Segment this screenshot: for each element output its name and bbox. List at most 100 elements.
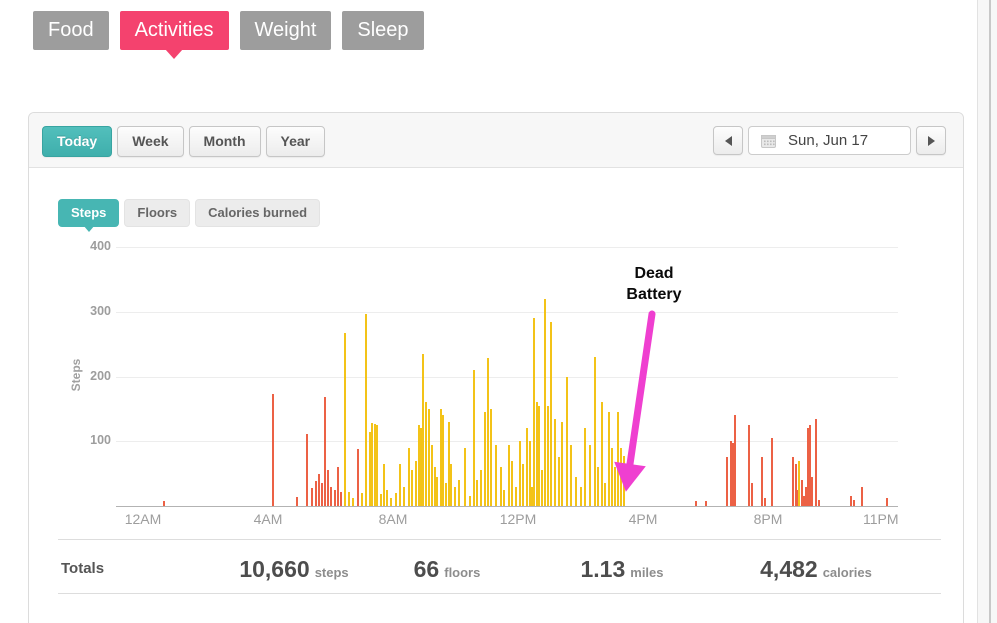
chart-bar (731, 442, 734, 506)
chart-bar (885, 498, 888, 506)
chart-bar (579, 486, 582, 506)
chart-bar (314, 481, 317, 506)
chart-bar (809, 425, 812, 506)
steps-bar-plot[interactable] (116, 253, 898, 506)
y-tick-label: 400 (90, 239, 111, 254)
chart-bar (525, 428, 528, 506)
chart-gridline (116, 376, 898, 378)
chart-bar (593, 357, 596, 506)
chart-bar (433, 467, 436, 506)
range-tab-year[interactable]: Year (265, 126, 326, 157)
chart-bar (815, 418, 818, 506)
chart-bar (487, 358, 489, 506)
nav-tab-activities-label: Activities (134, 19, 214, 41)
x-tick-label: 8AM (378, 511, 408, 527)
chart-bar (447, 421, 450, 506)
chart-bar (357, 449, 359, 506)
chart-bar (352, 498, 354, 506)
chart-bar (476, 480, 479, 506)
chart-bar (340, 491, 343, 506)
chart-bar (330, 486, 333, 506)
chart-bar (383, 463, 386, 506)
chart-bar (584, 428, 587, 506)
chart-bar (379, 494, 382, 506)
chart-bar (540, 470, 543, 506)
chart-bar (807, 428, 809, 506)
metric-tab-floors[interactable]: Floors (124, 199, 191, 227)
nav-tab-food[interactable]: Food (33, 11, 109, 50)
chart-bar (610, 447, 613, 506)
chart-bar (368, 431, 371, 506)
total-calories: 4,482 calories (760, 556, 872, 583)
range-tab-today[interactable]: Today (42, 126, 113, 157)
nav-tab-weight[interactable]: Weight (239, 11, 332, 50)
chart-bar (386, 489, 389, 506)
chart-bar (574, 476, 577, 506)
chart-bar (371, 423, 374, 506)
chart-bar (570, 444, 573, 506)
chart-bar (747, 425, 750, 506)
nav-tab-sleep[interactable]: Sleep (342, 11, 424, 50)
chart-bar (425, 402, 428, 506)
x-tick-label: 8PM (753, 511, 783, 527)
chart-bar (588, 444, 591, 506)
chart-bar (499, 467, 502, 506)
metric-tab-steps[interactable]: Steps (58, 199, 120, 232)
chart-bar (852, 499, 855, 506)
chevron-left-icon (724, 135, 732, 146)
chart-bar (729, 441, 732, 506)
total-steps-value: 10,660 (239, 556, 310, 582)
chart-bar (272, 394, 274, 506)
chart-bar (317, 473, 320, 506)
range-tab-month[interactable]: Month (188, 126, 261, 157)
metric-tab-steps-label: Steps (71, 205, 107, 220)
totals-top-divider (58, 539, 941, 540)
totals-bottom-divider (58, 593, 941, 594)
nav-tab-activities[interactable]: Activities (119, 11, 229, 59)
chart-bar (803, 496, 806, 506)
panel-toolbar: Today Week Month Year (29, 113, 963, 168)
chart-bar (751, 483, 754, 506)
calendar-icon (761, 134, 776, 148)
chart-bar (436, 476, 439, 506)
chart-bar (798, 460, 801, 506)
date-picker-field[interactable]: Sun, Jun 17 (748, 126, 911, 155)
chart-bar (402, 486, 405, 506)
chart-bar (445, 483, 448, 506)
range-tab-week[interactable]: Week (117, 126, 184, 157)
x-tick-label: 4AM (253, 511, 283, 527)
chart-bar (566, 376, 569, 506)
chart-bar (613, 467, 616, 506)
active-tab-pointer-icon (165, 49, 184, 59)
chart-bar (463, 447, 466, 506)
chart-bar (561, 421, 564, 506)
chart-gridline (116, 311, 898, 313)
prev-day-button[interactable] (713, 126, 743, 155)
x-axis-line (116, 506, 898, 507)
chart-bar (306, 434, 309, 506)
metric-tab-calories[interactable]: Calories burned (195, 199, 321, 227)
chart-bar (320, 483, 323, 506)
chart-bar (333, 489, 336, 506)
chart-bar (407, 447, 410, 506)
chart-bar (502, 489, 505, 506)
total-miles-unit: miles (630, 565, 664, 580)
chart-bar (395, 493, 398, 506)
next-day-button[interactable] (916, 126, 946, 155)
annotation-line-1: Dead (634, 265, 674, 282)
x-tick-label: 12AM (124, 511, 162, 527)
totals-label: Totals (61, 560, 105, 577)
chart-bar (417, 425, 420, 506)
chart-bar (620, 447, 623, 506)
selected-date-label: Sun, Jun 17 (788, 132, 869, 149)
chart-bar (450, 463, 453, 506)
chart-bar (623, 455, 626, 506)
window-edge-rule (977, 0, 978, 623)
chart-bar (695, 500, 698, 506)
chart-bar (439, 408, 442, 506)
chart-bar (817, 499, 820, 506)
chart-bar (535, 402, 538, 506)
chart-bar (763, 498, 766, 506)
chart-bar (507, 444, 510, 506)
